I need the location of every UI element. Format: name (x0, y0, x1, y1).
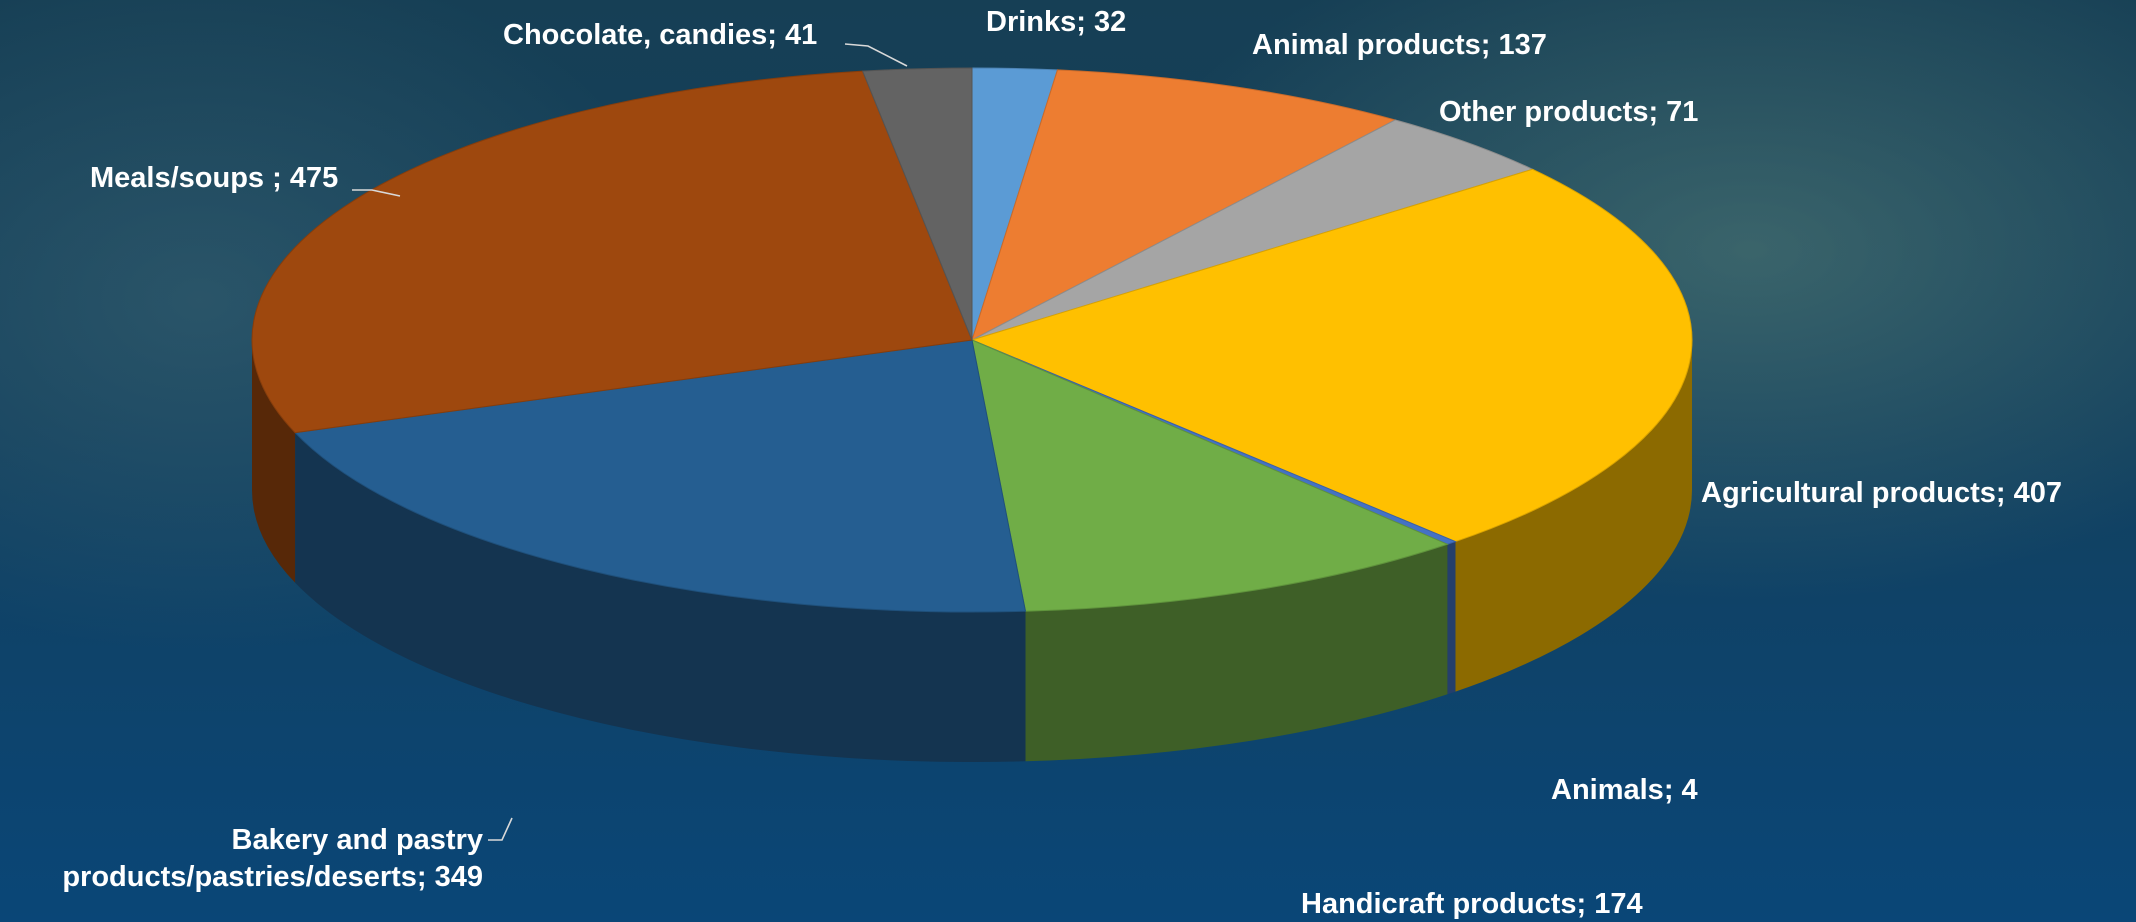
leader-bakery (488, 817, 513, 841)
label-leader-lines (352, 43, 908, 841)
slice-meals-soups (251, 70, 973, 434)
side-handicraft-products (1025, 544, 1448, 762)
slice-other-products (971, 119, 1534, 341)
side-agricultural-products (1455, 340, 1692, 692)
slice-chocolate-candies (861, 67, 973, 341)
slice-handicraft-products (971, 339, 1449, 612)
pie-top-faces (251, 67, 1693, 613)
label-other-products: Other products; 71 (1439, 96, 1698, 128)
side-bakery-and-pastry-products-pastries-deserts (295, 432, 1026, 763)
label-handicraft-products: Handicraft products; 174 (1301, 888, 1643, 920)
label-chocolate-candies: Chocolate, candies; 41 (503, 19, 817, 51)
label-meals-soups: Meals/soups ; 475 (90, 162, 338, 194)
label-animals: Animals; 4 (1551, 774, 1698, 806)
side-animals (1447, 541, 1456, 695)
leader-meals (352, 189, 401, 197)
label-animal-products: Animal products; 137 (1252, 29, 1547, 61)
side-meals-soups (252, 340, 296, 583)
label-bakery-line-2: products/pastries/deserts; 349 (62, 861, 483, 893)
slice-agricultural-products (970, 168, 1693, 543)
label-drinks: Drinks; 32 (986, 6, 1126, 38)
pie-side-walls (252, 340, 1692, 763)
label-agricultural-products: Agricultural products; 407 (1701, 477, 2062, 509)
slice-animal-products (971, 69, 1397, 342)
label-bakery-line-1: Bakery and pastry (232, 824, 483, 856)
leader-chocolate (844, 43, 908, 67)
